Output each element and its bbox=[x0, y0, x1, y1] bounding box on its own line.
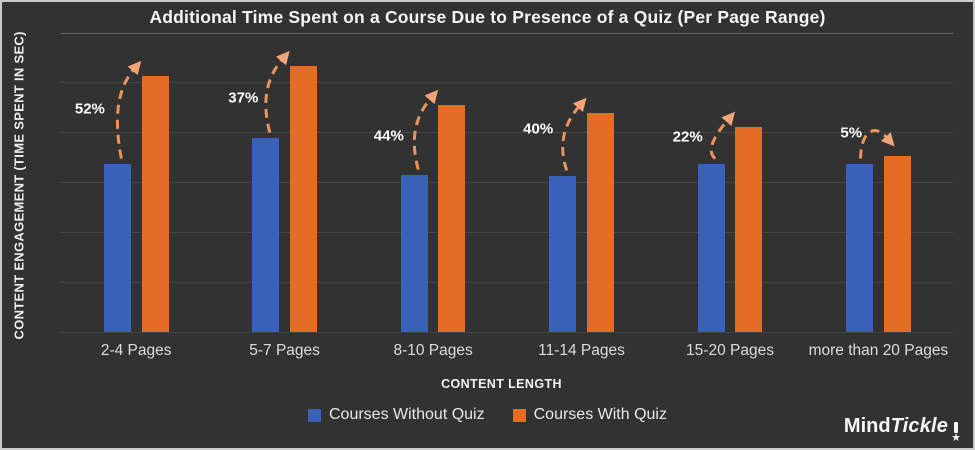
legend-label: Courses Without Quiz bbox=[329, 406, 485, 423]
legend-swatch bbox=[512, 408, 526, 422]
increase-arrow bbox=[264, 50, 290, 134]
bar-courses-without-quiz bbox=[252, 137, 280, 332]
x-axis-category: 11-14 Pages bbox=[538, 342, 625, 359]
exclamation-star-icon: ★ bbox=[951, 422, 961, 444]
gridline bbox=[61, 82, 953, 84]
increase-label: 22% bbox=[672, 128, 703, 146]
bar-courses-without-quiz bbox=[400, 174, 428, 332]
increase-label: 40% bbox=[523, 120, 554, 138]
x-axis-category: 5-7 Pages bbox=[249, 342, 320, 359]
bar-courses-without-quiz bbox=[103, 163, 131, 332]
legend-item: Courses Without Quiz bbox=[308, 406, 485, 424]
increase-arrow bbox=[709, 111, 736, 160]
bar-courses-with-quiz bbox=[883, 155, 911, 332]
increase-label: 5% bbox=[840, 124, 863, 142]
legend-item: Courses With Quiz bbox=[512, 406, 667, 424]
bar-courses-with-quiz bbox=[735, 126, 763, 332]
chart-title: Additional Time Spent on a Course Due to… bbox=[149, 7, 826, 27]
increase-arrow bbox=[859, 129, 895, 159]
bar-courses-without-quiz bbox=[846, 163, 874, 332]
bar-courses-with-quiz bbox=[141, 75, 169, 332]
increase-label: 52% bbox=[74, 100, 105, 118]
gridline bbox=[61, 331, 953, 333]
gridline bbox=[61, 281, 953, 283]
bar-courses-without-quiz bbox=[549, 175, 577, 332]
increase-label: 44% bbox=[373, 127, 404, 145]
logo-text-mind: Mind bbox=[843, 415, 891, 437]
mindtickle-logo: Mind Tickle ★ bbox=[843, 415, 961, 444]
logo-text-tickle: Tickle bbox=[890, 415, 949, 437]
increase-label: 37% bbox=[228, 89, 259, 107]
bar-courses-with-quiz bbox=[438, 104, 466, 332]
increase-arrow bbox=[561, 97, 587, 171]
x-axis-category: more than 20 Pages bbox=[808, 342, 949, 359]
bar-courses-with-quiz bbox=[289, 65, 317, 332]
bar-courses-without-quiz bbox=[697, 163, 725, 332]
legend: Courses Without Quiz Courses With Quiz bbox=[0, 406, 975, 424]
x-axis-category: 15-20 Pages bbox=[686, 342, 774, 359]
legend-label: Courses With Quiz bbox=[533, 406, 667, 423]
gridline bbox=[61, 32, 953, 34]
bar-courses-with-quiz bbox=[586, 112, 614, 332]
legend-swatch bbox=[308, 408, 321, 422]
x-axis-category: 2-4 Pages bbox=[100, 342, 172, 359]
x-axis-title: CONTENT LENGTH bbox=[441, 377, 562, 391]
gridline bbox=[61, 132, 953, 134]
x-axis-category: 8-10 Pages bbox=[393, 342, 473, 359]
increase-arrow bbox=[412, 89, 439, 170]
gridline bbox=[61, 231, 953, 233]
y-axis-title: CONTENT ENGAGEMENT (TIME SPENT IN SEC) bbox=[11, 31, 27, 340]
gridline bbox=[61, 182, 953, 183]
